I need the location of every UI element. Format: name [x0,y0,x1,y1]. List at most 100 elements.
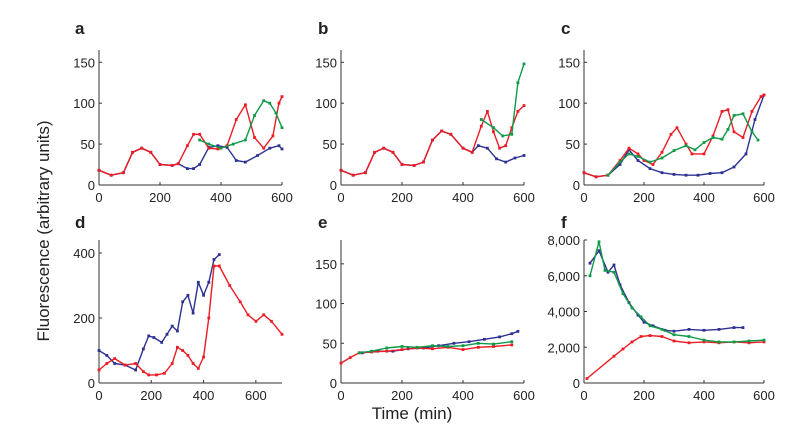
data-point-green [370,349,373,353]
data-point-blue [191,311,195,315]
y-tick-label: 100 [558,96,580,111]
data-point-red [253,136,256,139]
panel-label: f [561,213,567,232]
data-point-blue [160,341,164,344]
data-point-red [212,264,216,268]
y-tick-label: 50 [566,137,580,152]
data-point-blue [627,148,631,152]
data-point-red [196,367,200,370]
data-point-green [446,345,450,348]
data-point-red [339,361,343,365]
data-point-green [510,132,514,136]
y-tick-label: 150 [315,257,337,272]
data-point-red [254,319,258,323]
data-point-green [762,338,766,342]
data-point-green [253,114,256,117]
data-point-green [672,333,676,337]
data-point-red [720,110,724,113]
data-point-red [280,95,284,98]
data-point-blue [186,293,190,297]
data-point-blue [744,152,748,156]
y-tick-label: 6,000 [547,269,580,284]
data-point-blue [498,335,501,339]
data-point-red [732,130,736,134]
data-point-blue [618,163,622,166]
data-point-red [238,300,242,304]
y-tick-label: 50 [81,137,95,152]
data-point-red [702,152,706,156]
data-point-blue [702,328,706,332]
data-point-green [510,340,514,344]
data-point-blue [651,324,655,328]
data-point-red [636,152,640,156]
x-tick-label: 200 [149,190,171,205]
x-tick-label: 200 [140,388,162,403]
data-point-blue [212,258,216,261]
series-line-red [583,94,765,178]
y-tick-label: 150 [558,55,580,70]
data-point-red [246,313,250,317]
data-point-green [648,324,652,328]
data-point-red [690,152,694,156]
data-point-red [400,163,404,166]
data-point-green [476,341,480,345]
series-line-blue [340,130,525,176]
data-point-green [672,149,676,152]
x-axis-label: Time (min) [372,404,453,423]
x-tick-label: 600 [753,388,775,403]
x-tick-label: 400 [452,388,474,403]
data-point-red [687,341,691,345]
x-tick-label: 600 [245,388,267,403]
data-point-red [642,159,646,162]
data-point-red [142,370,145,373]
data-point-blue [216,144,220,148]
data-point-red [516,110,520,113]
data-point-red [669,132,673,136]
y-tick-label: 150 [315,55,337,70]
data-point-blue [134,368,137,372]
data-point-blue [113,362,117,365]
data-point-green [756,138,760,142]
data-point-green [501,134,505,138]
data-point-green [588,274,592,278]
data-point-blue [244,160,247,164]
data-point-red [170,164,174,167]
series-line-blue [589,249,743,332]
data-point-red [234,118,238,121]
data-point-blue [202,293,205,297]
data-point-green [621,292,625,295]
data-point-red [726,108,730,112]
data-point-green [639,315,643,319]
data-point-red [741,136,745,139]
data-point-green [693,148,697,152]
data-point-red [684,142,688,146]
y-tick-label: 400 [73,246,95,261]
data-point-blue [452,341,456,345]
data-point-blue [225,146,229,149]
data-point-red [113,357,117,360]
y-tick-label: 0 [88,178,95,193]
data-point-green [461,344,465,348]
data-point-green [612,270,616,274]
data-point-red [582,171,586,175]
panels-group: a 0 200 400 600 0 50 100 150 b 0 200 400 600 0 50 100 150… [73,19,775,403]
y-tick-label: 100 [73,96,95,111]
data-point-red [440,129,444,133]
data-point-green [747,339,751,343]
data-point-red [498,146,501,150]
data-point-red [155,373,158,377]
data-point-blue [217,253,221,256]
data-point-blue [147,334,151,338]
panel-label: a [75,19,85,38]
data-point-blue [588,261,592,265]
data-point-red [486,110,489,113]
data-point-green [717,340,721,344]
y-tick-label: 4,000 [547,305,580,320]
data-point-red [510,343,514,347]
y-tick-label: 2,000 [547,340,580,355]
data-point-blue [597,249,601,253]
data-point-green [636,155,640,158]
y-tick-label: 150 [73,55,95,70]
x-tick-label: 600 [513,190,535,205]
data-point-red [385,349,389,353]
